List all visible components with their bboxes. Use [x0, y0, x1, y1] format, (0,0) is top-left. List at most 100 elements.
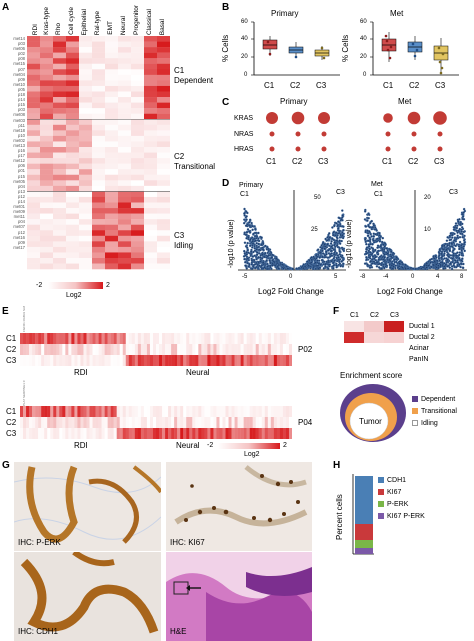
panel-d-label: D: [222, 178, 230, 189]
c-met-c2: C2: [408, 157, 419, 166]
heatmap-row-label: p01: [18, 168, 25, 174]
volcano-primary-ytick-25: 25: [311, 227, 318, 233]
legend-a-min: -2: [36, 282, 43, 289]
heatmap-row-label: p05: [18, 86, 25, 92]
panel-e-heatmap-p04: [20, 406, 292, 439]
heatmap-row-label: p08: [18, 56, 25, 62]
heatmap-row-label: met06: [13, 46, 25, 52]
volcano-primary-left: C1: [240, 191, 249, 198]
e-bottom-group-rdi: RDI: [74, 441, 88, 450]
met-cat-c1: C1: [383, 81, 394, 90]
e-top-row-c1: C1: [6, 334, 17, 343]
col-header-emt: EMT: [107, 21, 114, 35]
panel-c-title-met: Met: [398, 97, 412, 106]
f-legend-dependent: Dependent: [412, 396, 455, 403]
e-legend-max: 2: [283, 442, 287, 449]
heatmap-row-label: p11: [18, 122, 25, 128]
heatmap-row-label: p15: [18, 102, 25, 108]
group-c3-label: C3: [174, 231, 185, 240]
group-c2-desc: Transitional: [174, 162, 216, 171]
heatmap-row-label: p09: [18, 239, 25, 245]
heatmap-row-label: p06: [18, 163, 25, 169]
c-primary-c3: C3: [318, 157, 329, 166]
primary-tick-0: 0: [244, 72, 248, 78]
f-row-acinar: Acinar: [409, 345, 429, 352]
heatmap-row-label: met04: [13, 71, 25, 77]
f-enrichment-title: Enrichment score: [340, 371, 403, 380]
c-primary-c1: C1: [266, 157, 277, 166]
e-bottom-group-neural: Neural: [176, 441, 200, 450]
volcano-primary-xtick-m5: -5: [242, 274, 248, 280]
volcano-primary-right: C3: [336, 189, 345, 196]
gene-nras: NRAS: [234, 131, 254, 138]
panel-b-label: B: [222, 2, 230, 13]
panel-b-boxplot-primary: [251, 21, 340, 76]
met-tick-60: 60: [360, 19, 367, 25]
panel-e-color-legend: [218, 443, 280, 449]
group-c3-desc: Idling: [174, 241, 194, 250]
heatmap-row-label: p12: [18, 229, 25, 235]
panel-a-row-labels: met14 p03 met06 p02 p08 met15 p07 met04 p09 met10…: [3, 36, 25, 250]
legend-a-max: 2: [106, 282, 110, 289]
gene-kras: KRAS: [234, 115, 254, 122]
f-col-c2: C2: [370, 312, 379, 319]
col-header-epithelial: Epithelial: [81, 8, 88, 35]
panel-h-stacked-bar: [352, 474, 374, 555]
volcano-met-ytick-10: 10: [424, 227, 431, 233]
volcano-primary-ytick-50: 50: [314, 195, 321, 201]
group-c2-label: C2: [174, 152, 185, 161]
f-row-ductal2: Ductal 2: [409, 334, 435, 341]
col-header-basal: Basal: [159, 18, 166, 35]
col-header-rdi: RDI: [32, 23, 39, 35]
col-header-neural: Neural: [120, 15, 127, 35]
h-legend-ki67: KI67: [378, 489, 401, 496]
heatmap-row-label: met02: [13, 137, 25, 143]
heatmap-row-label: p18: [18, 92, 25, 98]
h-legend-perk: P-ERK: [378, 501, 408, 508]
panel-f-heatmap: [344, 321, 404, 365]
heatmap-row-label: p03: [18, 107, 25, 113]
heatmap-row-label: met18: [13, 127, 25, 133]
heatmap-row-label: met12: [13, 158, 25, 164]
legend-a-title: Log2: [66, 292, 82, 299]
volcano-met-xtick-8: 8: [460, 274, 464, 280]
primary-tick-20: 20: [241, 54, 248, 60]
panel-f-label: F: [333, 306, 340, 317]
f-center-label: Tumor: [359, 417, 382, 426]
heatmap-row-label: met01: [13, 204, 25, 210]
panel-h-label: H: [333, 460, 341, 471]
volcano-met-xtick-4: 4: [436, 274, 440, 280]
panel-a-label: A: [2, 2, 10, 13]
f-col-c3: C3: [390, 312, 399, 319]
f-row-ductal1: Ductal 1: [409, 323, 435, 330]
e-top-group-rdi: RDI: [74, 368, 88, 377]
col-header-ral-type: Ral-type: [94, 10, 101, 35]
caption-ihc-ki67: IHC: KI67: [170, 538, 205, 547]
heatmap-row-label: p17: [18, 153, 25, 159]
heatmap-row-label: p09: [18, 76, 25, 82]
volcano-primary-xtick-5: 5: [334, 274, 338, 280]
volcano-met-right: C3: [449, 189, 458, 196]
ihc-cdh1-image: [14, 552, 161, 641]
panel-e-gene-labels-top: FGFR1 RAB31 SAMD14 ITGB4 TSPAN1 PPBP TUB…: [22, 306, 292, 332]
volcano-met-xtick-m8: -8: [360, 274, 366, 280]
heatmap-row-label: met14: [13, 36, 25, 41]
e-legend-min: -2: [207, 442, 214, 449]
e-top-row-c3: C3: [6, 356, 17, 365]
primary-cat-c2: C2: [290, 81, 301, 90]
panel-b-boxplot-met: [370, 21, 459, 76]
volcano-plot-met: [359, 190, 467, 271]
col-header-classical: Classical: [146, 8, 153, 35]
volcano-met-xtick-0: 0: [411, 274, 415, 280]
gene-hras: HRAS: [234, 146, 254, 153]
panel-b-ylabel-primary: % Cells: [221, 34, 230, 62]
h-legend-ki67-perk: KI67 P-ERK: [378, 513, 425, 520]
f-legend-idling: Idling: [412, 420, 438, 427]
he-stain-image: [166, 552, 312, 641]
col-header-progenitor: Progenitor: [133, 5, 140, 35]
heatmap-row-label: met08: [13, 112, 25, 118]
heatmap-row-label: p07: [18, 66, 25, 72]
volcano-primary-ylabel: -log10 (p value): [228, 219, 235, 268]
panel-e-gene-labels-bottom: PLAT SERPINE1 CTGF CYR61 TAGLN ANXA1 S10…: [22, 380, 292, 406]
e-sample-p04: P04: [298, 418, 313, 427]
